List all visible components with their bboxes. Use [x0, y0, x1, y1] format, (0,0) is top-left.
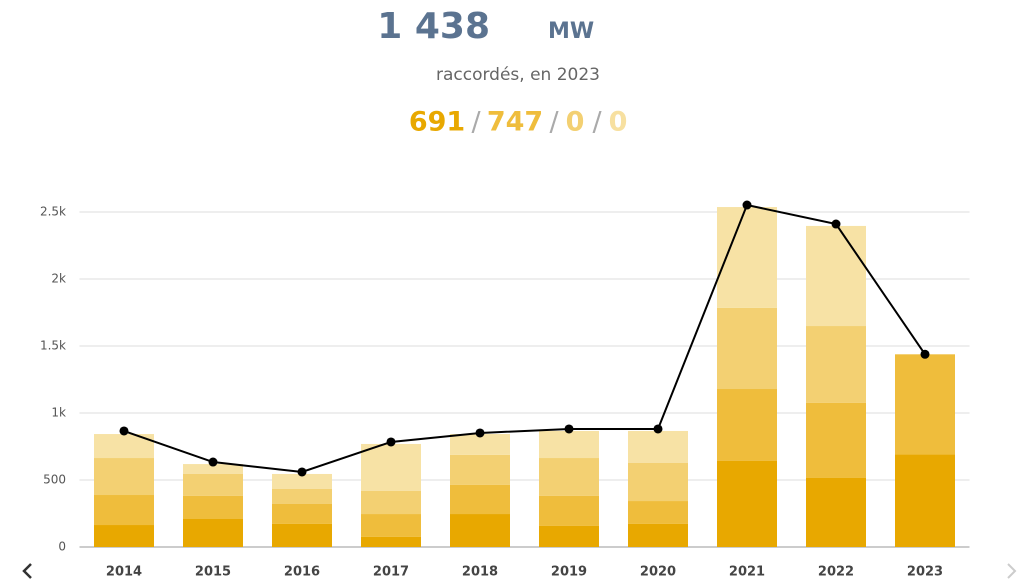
bar-segment [628, 501, 688, 524]
x-tick-label: 2020 [640, 565, 676, 580]
bar-segment [272, 523, 332, 547]
separator: / [471, 107, 481, 138]
y-tick-label: 1k [51, 406, 66, 420]
x-tick-label: 2015 [195, 565, 231, 580]
bar-segment [272, 473, 332, 489]
y-tick-label: 1.5k [40, 339, 66, 353]
separator: / [592, 107, 602, 138]
bar-segment [628, 523, 688, 547]
bar-segment [183, 518, 243, 547]
bar-segment [94, 495, 154, 526]
bar-segment [361, 536, 421, 547]
bar-segment [717, 389, 777, 461]
y-tick-label: 2k [51, 272, 66, 286]
line-point [386, 437, 396, 447]
y-tick-label: 500 [43, 473, 66, 487]
y-tick-label: 0 [58, 540, 66, 554]
x-tick-label: 2017 [373, 565, 409, 580]
total-unit: MW [548, 19, 594, 44]
bar-segment [361, 443, 421, 491]
bar-segment [450, 514, 510, 547]
line [123, 203, 926, 473]
bar-segment [539, 525, 599, 547]
bar-segment [628, 430, 688, 463]
bar-segment [361, 514, 421, 537]
bar-segment [94, 525, 154, 547]
line-point [742, 200, 752, 210]
bar-segment [272, 503, 332, 524]
breakdown-value: 747 [487, 107, 543, 138]
bar-segment [94, 458, 154, 496]
bar-segment [806, 225, 866, 327]
line-point [475, 428, 485, 438]
bar-segment [183, 495, 243, 519]
line-point [564, 424, 574, 434]
line-point [920, 349, 930, 359]
bar-segment [539, 495, 599, 526]
x-tick-label: 2019 [551, 565, 587, 580]
x-tick-label: 2018 [462, 565, 498, 580]
breakdown-value: 691 [409, 107, 465, 138]
x-tick-label: 2016 [284, 565, 320, 580]
bar-segment [717, 460, 777, 547]
bar-segment [895, 454, 955, 547]
bar-segment [450, 484, 510, 515]
x-tick-label: 2014 [106, 565, 142, 580]
bar-segment [717, 307, 777, 390]
subtitle: raccordés, en 2023 [436, 65, 600, 85]
breakdown-value: 0 [609, 107, 628, 138]
x-tick-label: 2023 [907, 565, 943, 580]
bar-segment [361, 490, 421, 515]
next-arrow[interactable] [1007, 563, 1017, 579]
line-point [653, 424, 663, 434]
bar-segment [450, 434, 510, 455]
bar-segment [539, 458, 599, 496]
x-tick-label: 2022 [818, 565, 854, 580]
total-value: 1 438 [377, 6, 490, 47]
bar-segment [272, 488, 332, 504]
bar-segment [94, 434, 154, 459]
bar-segment [539, 430, 599, 459]
bar-segment [183, 464, 243, 474]
bar-segment [806, 402, 866, 478]
bar-segment [183, 473, 243, 496]
bar-segment [450, 454, 510, 485]
bar-segment [806, 326, 866, 403]
line-point [119, 426, 129, 436]
separator: / [549, 107, 559, 138]
bar-segment [806, 477, 866, 547]
y-tick-label: 2.5k [40, 205, 66, 219]
line-point [831, 219, 841, 229]
line-point [297, 467, 307, 477]
breakdown-value: 0 [566, 107, 585, 138]
prev-arrow[interactable] [22, 563, 32, 579]
bar-segment [895, 354, 955, 455]
bar-segment [628, 462, 688, 502]
line-point [208, 457, 218, 467]
x-tick-label: 2021 [729, 565, 765, 580]
